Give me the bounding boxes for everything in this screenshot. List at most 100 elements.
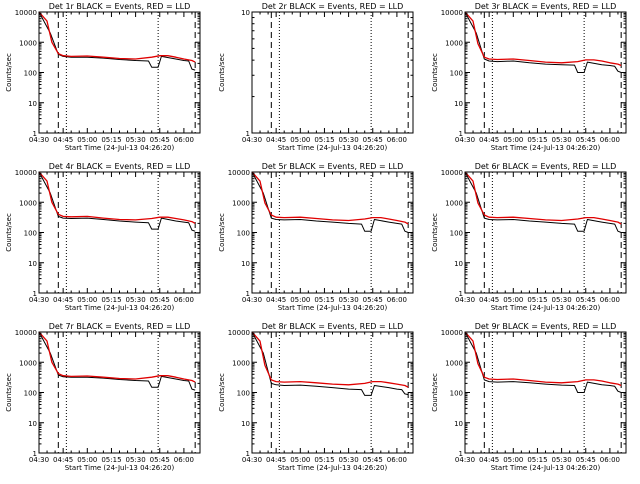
x-tick-label: 06:00 [174,136,194,144]
y-tick-label: 10 [454,260,463,268]
series-line [38,11,196,71]
detector-panel: Det 2r BLACK = Events, RED = LLD 1 10 04:30… [218,2,414,152]
detector-panel: Det 6r BLACK = Events, RED = LLD 1 10 100 10… [431,162,627,312]
y-tick-label: 10000 [441,169,463,177]
y-tick-label: 100 [237,230,250,238]
x-tick-label: 06:00 [174,456,194,464]
x-tick-label: 05:30 [552,296,572,304]
x-tick-label: 05:00 [503,456,523,464]
x-tick-label: 05:30 [552,136,572,144]
y-tick-label: 1 [459,290,463,298]
x-tick-label: 04:30 [455,456,475,464]
plot-frame [464,171,627,294]
series-line [38,11,196,63]
x-tick-label: 05:45 [150,456,170,464]
y-tick-label: 1 [459,450,463,458]
x-tick-label: 05:45 [363,456,383,464]
y-tick-label: 100 [450,70,463,78]
x-tick-label: 04:30 [29,296,49,304]
x-tick-label: 04:45 [479,456,499,464]
x-axis-label: Start Time (24-Jul-13 04:26:20) [278,144,388,152]
x-tick-label: 05:15 [527,296,547,304]
x-tick-label: 05:45 [576,296,596,304]
y-tick-label: 10 [28,420,37,428]
y-tick-label: 100 [237,390,250,398]
series-line [464,11,622,73]
y-tick-label: 10 [241,9,250,17]
y-tick-label: 10 [454,100,463,108]
x-tick-label: 04:30 [29,136,49,144]
y-tick-label: 1 [33,130,37,138]
plot-frame [251,331,414,454]
plot-frame [38,331,201,454]
x-tick-label: 06:00 [600,296,620,304]
y-tick-label: 100 [450,390,463,398]
panel-title: Det 9r BLACK = Events, RED = LLD [475,322,617,331]
y-axis-label: Counts/sec [5,213,13,252]
detector-panel: Det 9r BLACK = Events, RED = LLD 1 10 100 10… [431,322,627,472]
y-tick-label: 10000 [15,9,37,17]
x-tick-label: 04:45 [479,136,499,144]
x-axis-label: Start Time (24-Jul-13 04:26:20) [65,464,175,472]
x-tick-label: 05:15 [101,456,121,464]
x-tick-label: 04:45 [53,296,73,304]
y-tick-label: 1000 [232,359,250,367]
x-tick-label: 05:30 [339,136,359,144]
panel-title: Det 2r BLACK = Events, RED = LLD [262,2,404,11]
x-tick-label: 05:30 [126,456,146,464]
x-tick-label: 05:15 [314,456,334,464]
x-tick-label: 05:00 [290,296,310,304]
panel-title: Det 6r BLACK = Events, RED = LLD [475,162,617,171]
y-tick-label: 10000 [441,329,463,337]
y-axis-label: Counts/sec [218,53,226,92]
y-tick-label: 10000 [441,9,463,17]
y-axis-label: Counts/sec [431,53,439,92]
y-tick-label: 100 [24,70,37,78]
series-line [251,331,409,396]
y-axis-label: Counts/sec [5,53,13,92]
y-tick-label: 1 [246,290,250,298]
y-tick-label: 1000 [19,359,37,367]
series-line [464,331,622,387]
plot-frame [251,11,414,134]
y-tick-label: 1000 [19,199,37,207]
x-tick-label: 05:15 [314,136,334,144]
y-tick-label: 100 [450,230,463,238]
x-tick-label: 04:45 [53,456,73,464]
plot-frame [251,171,414,294]
series-line [464,11,622,67]
y-tick-label: 10000 [15,329,37,337]
x-tick-label: 05:15 [101,136,121,144]
x-tick-label: 04:30 [242,456,262,464]
plot-frame [38,171,201,294]
y-tick-label: 10000 [228,329,250,337]
x-tick-label: 06:00 [174,296,194,304]
x-tick-label: 06:00 [387,456,407,464]
series-line [38,171,196,224]
detector-panel: Det 1r BLACK = Events, RED = LLD 1 10 100 10… [5,2,201,152]
y-tick-label: 10 [241,260,250,268]
y-tick-label: 1 [459,130,463,138]
x-tick-label: 05:45 [150,296,170,304]
x-tick-label: 04:30 [455,136,475,144]
series-line [251,171,409,225]
detector-panel: Det 7r BLACK = Events, RED = LLD 1 10 100 10… [5,322,201,472]
y-tick-label: 1 [33,290,37,298]
series-line [251,331,409,388]
x-tick-label: 05:00 [77,456,97,464]
x-tick-label: 05:00 [77,296,97,304]
y-tick-label: 1000 [19,39,37,47]
series-line [38,331,196,391]
x-tick-label: 05:30 [339,456,359,464]
x-axis-label: Start Time (24-Jul-13 04:26:20) [491,464,601,472]
x-tick-label: 06:00 [600,136,620,144]
y-axis-label: Counts/sec [431,213,439,252]
detector-panel: Det 4r BLACK = Events, RED = LLD 1 10 100 10… [5,162,201,312]
x-tick-label: 05:45 [363,136,383,144]
x-tick-label: 05:15 [527,136,547,144]
x-axis-label: Start Time (24-Jul-13 04:26:20) [278,464,388,472]
plot-frame [464,11,627,134]
x-tick-label: 05:45 [363,296,383,304]
